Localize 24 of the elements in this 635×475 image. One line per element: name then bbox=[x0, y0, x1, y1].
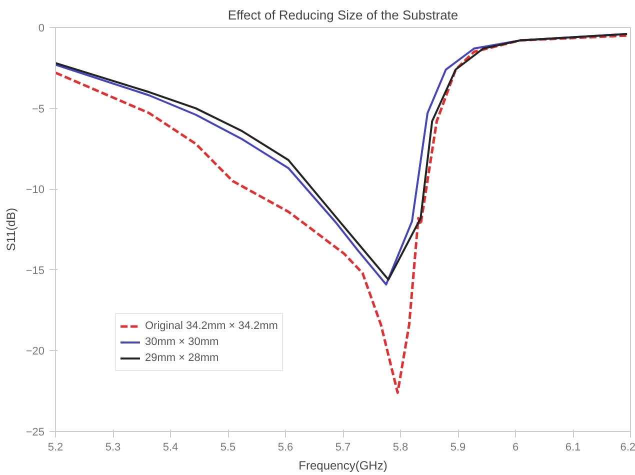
x-tick-label: 5.2 bbox=[48, 442, 64, 454]
y-tick-label: −25 bbox=[26, 426, 45, 438]
y-tick-label: −15 bbox=[26, 264, 45, 277]
x-tick-label: 5.4 bbox=[162, 442, 178, 454]
x-tick-label: 5.8 bbox=[392, 442, 408, 454]
y-tick-label: −20 bbox=[26, 346, 45, 358]
x-tick-label: 6.2 bbox=[620, 442, 635, 454]
x-tick-label: 5.9 bbox=[450, 442, 466, 454]
y-tick-label: −10 bbox=[26, 184, 45, 196]
legend-label: Original 34.2mm × 34.2mm bbox=[145, 319, 278, 334]
x-tick-label: 5.7 bbox=[335, 442, 351, 454]
line-series bbox=[56, 34, 628, 394]
x-tick-label: 6 bbox=[512, 442, 519, 454]
legend-label: 30mm × 30mm bbox=[145, 335, 219, 350]
y-tick-label: 0 bbox=[38, 22, 45, 34]
x-tick-label: 5.6 bbox=[278, 442, 294, 454]
legend-label: 29mm × 28mm bbox=[145, 351, 219, 366]
chart-title: Effect of Reducing Size of the Substrate bbox=[228, 8, 458, 22]
x-tick-label: 5.5 bbox=[220, 442, 236, 454]
y-tick-label: −5 bbox=[32, 103, 45, 116]
x-tick-label: 6.1 bbox=[565, 442, 581, 454]
y-axis-title: S11(dB) bbox=[4, 208, 18, 252]
x-axis-title: Frequency(GHz) bbox=[298, 458, 388, 472]
x-tick-label: 5.3 bbox=[105, 442, 121, 454]
